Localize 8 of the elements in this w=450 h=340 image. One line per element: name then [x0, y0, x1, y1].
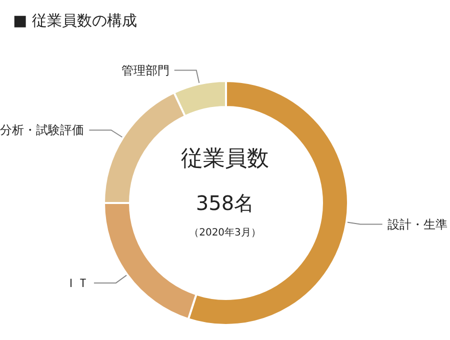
text: 従業員数 [181, 146, 269, 172]
text: （2020年3月） [189, 226, 261, 238]
slice-label: 設計・生準 [387, 217, 448, 232]
slice-label: 管理部門 [121, 63, 170, 78]
slice-label: 分析・試験評価 [0, 123, 84, 138]
chart-title: ■ 従業員数の構成 [13, 12, 137, 30]
text: 358名 [196, 191, 254, 215]
slice-label: ＩＴ [64, 276, 89, 290]
